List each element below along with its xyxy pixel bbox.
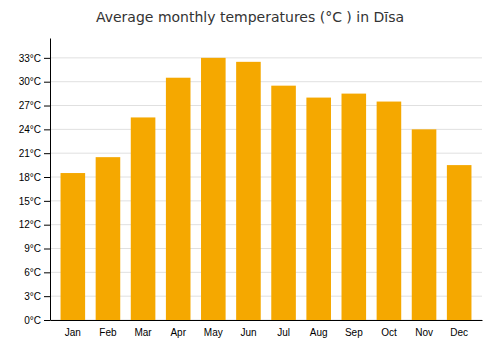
y-tick-label: 0°C xyxy=(24,315,41,326)
bar xyxy=(377,102,402,320)
x-tick: Sep xyxy=(345,327,363,338)
bar xyxy=(271,86,296,320)
x-tick-label: Aug xyxy=(310,327,328,338)
x-tick-label: May xyxy=(204,327,223,338)
bar xyxy=(131,117,156,320)
y-tick-mark xyxy=(44,201,50,202)
y-tick: 18°C xyxy=(19,172,50,183)
y-tick-label: 24°C xyxy=(19,124,41,135)
grid-line xyxy=(50,105,482,106)
y-tick: 33°C xyxy=(19,53,50,64)
x-tick-label: Jan xyxy=(65,327,81,338)
x-tick: Mar xyxy=(134,327,152,338)
y-tick-label: 12°C xyxy=(19,219,41,230)
y-tick: 24°C xyxy=(19,124,50,135)
y-tick-mark xyxy=(44,249,50,250)
y-tick-mark xyxy=(44,58,50,59)
y-tick-mark xyxy=(44,225,50,226)
y-tick: 0°C xyxy=(24,315,50,326)
x-tick: Apr xyxy=(170,327,186,338)
bar xyxy=(306,98,331,320)
x-tick-label: Jul xyxy=(277,327,290,338)
x-tick-label: Dec xyxy=(450,327,468,338)
bar xyxy=(236,62,261,320)
y-tick: 6°C xyxy=(24,267,50,278)
x-tick-label: Oct xyxy=(381,327,397,338)
x-axis: Jan Feb Mar Apr May Jun Jul Aug Sep Oct Nov Dec xyxy=(51,321,483,339)
x-tick-label: Feb xyxy=(99,327,117,338)
y-tick-label: 21°C xyxy=(19,148,41,159)
y-tick-mark xyxy=(44,82,50,83)
grid xyxy=(50,58,482,320)
x-tick: May xyxy=(204,327,223,338)
y-tick: 9°C xyxy=(24,243,50,254)
y-axis: 0°C 3°C 6°C 9°C 12°C 15°C 18°C 21°C 24°C 27°C 30°C… xyxy=(19,39,51,326)
y-tick-label: 33°C xyxy=(19,53,41,64)
grid-line xyxy=(50,81,482,82)
x-tick-label: Mar xyxy=(134,327,152,338)
x-axis-line xyxy=(51,320,483,321)
chart-title: Average monthly temperatures (°C ) in Dī… xyxy=(96,9,404,25)
y-tick-mark xyxy=(44,320,50,321)
x-tick: Oct xyxy=(381,327,397,338)
bar xyxy=(166,78,191,320)
x-tick-label: Sep xyxy=(345,327,363,338)
bars xyxy=(61,58,472,320)
bar xyxy=(96,157,121,320)
y-tick-label: 6°C xyxy=(24,267,41,278)
x-tick: Jan xyxy=(65,327,81,338)
bar xyxy=(342,94,367,320)
bar xyxy=(447,165,472,320)
bar xyxy=(61,173,86,320)
y-tick-mark xyxy=(44,106,50,107)
y-tick-label: 27°C xyxy=(19,100,41,111)
y-tick-label: 30°C xyxy=(19,76,41,87)
bar xyxy=(201,58,226,320)
x-tick: Jun xyxy=(240,327,256,338)
x-tick: Nov xyxy=(415,327,433,338)
x-tick-label: Apr xyxy=(170,327,186,338)
bar xyxy=(412,129,437,320)
x-tick-label: Jun xyxy=(240,327,256,338)
y-tick-label: 18°C xyxy=(19,172,41,183)
x-tick: Aug xyxy=(310,327,328,338)
y-tick-mark xyxy=(44,153,50,154)
y-tick: 15°C xyxy=(19,196,50,207)
y-tick-mark xyxy=(44,296,50,297)
y-tick: 30°C xyxy=(19,76,50,87)
grid-line xyxy=(50,57,482,58)
chart-svg: 0°C 3°C 6°C 9°C 12°C 15°C 18°C 21°C 24°C 27°C 30°C… xyxy=(0,0,500,350)
chart-container: 0°C 3°C 6°C 9°C 12°C 15°C 18°C 21°C 24°C 27°C 30°C… xyxy=(0,0,500,350)
y-tick: 12°C xyxy=(19,219,50,230)
y-tick: 27°C xyxy=(19,100,50,111)
x-tick: Feb xyxy=(99,327,117,338)
y-tick-label: 15°C xyxy=(19,196,41,207)
y-tick: 3°C xyxy=(24,291,50,302)
x-tick: Jul xyxy=(277,327,290,338)
y-tick-mark xyxy=(44,272,50,273)
y-axis-line xyxy=(50,39,51,321)
y-tick-mark xyxy=(44,177,50,178)
y-tick-label: 3°C xyxy=(24,291,41,302)
x-tick: Dec xyxy=(450,327,468,338)
y-tick: 21°C xyxy=(19,148,50,159)
x-tick-label: Nov xyxy=(415,327,433,338)
y-tick-mark xyxy=(44,129,50,130)
plot-area: 0°C 3°C 6°C 9°C 12°C 15°C 18°C 21°C 24°C 27°C 30°C… xyxy=(19,39,483,339)
y-tick-label: 9°C xyxy=(24,243,41,254)
